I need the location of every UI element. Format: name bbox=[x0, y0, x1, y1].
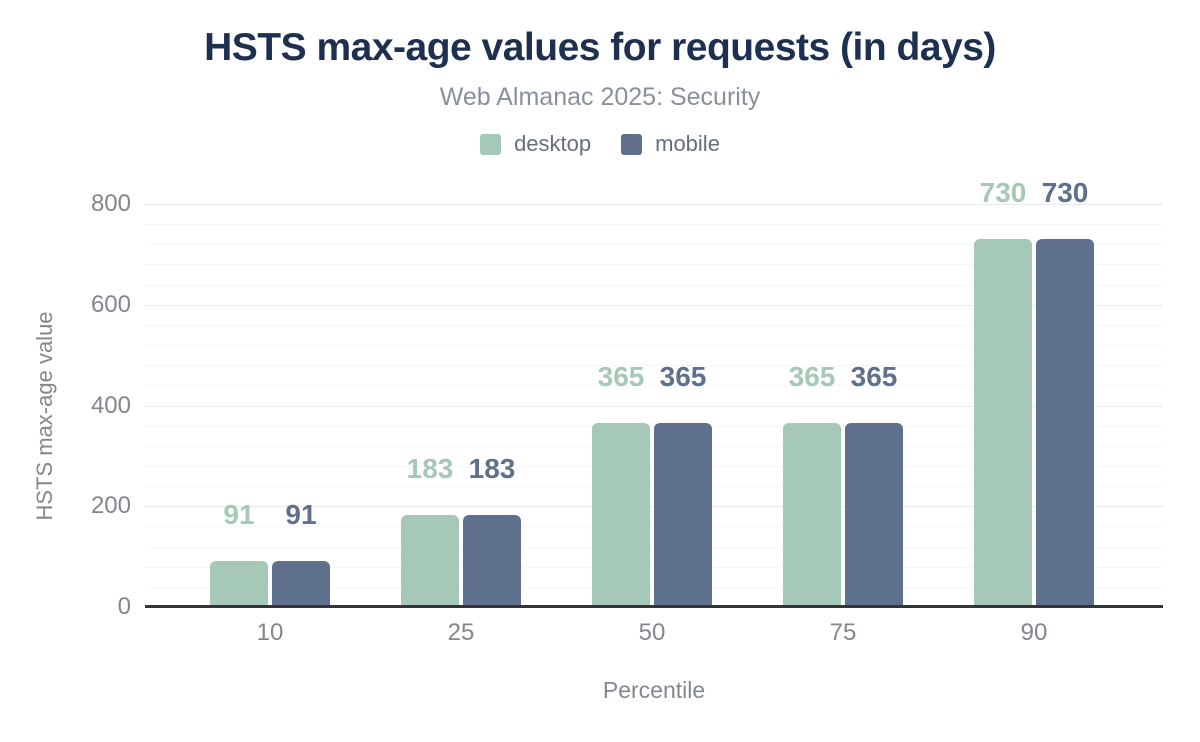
x-tick-50: 50 bbox=[638, 619, 666, 646]
gridline-520 bbox=[145, 345, 1163, 347]
bar-desktop-p25 bbox=[401, 514, 459, 607]
bar-desktop-p90 bbox=[974, 239, 1032, 607]
y-tick-200: 200 bbox=[90, 492, 131, 520]
bar-label-mobile-p90: 730 bbox=[1041, 177, 1089, 209]
bar-desktop-p50 bbox=[592, 423, 650, 607]
gridline-640 bbox=[145, 284, 1163, 286]
y-tick-0: 0 bbox=[117, 593, 131, 620]
bar-desktop-p10 bbox=[210, 561, 268, 607]
legend-label-desktop: desktop bbox=[514, 131, 592, 157]
x-axis-line bbox=[145, 605, 1163, 608]
bar-desktop-p75 bbox=[783, 423, 841, 607]
y-tick-600: 600 bbox=[90, 290, 131, 318]
legend: desktop mobile bbox=[0, 131, 1200, 157]
chart-header: HSTS max-age values for requests (in day… bbox=[0, 0, 1200, 157]
x-tick-75: 75 bbox=[829, 619, 857, 646]
gridline-680 bbox=[145, 264, 1163, 266]
bar-mobile-p90 bbox=[1036, 239, 1094, 607]
gridline-400 bbox=[145, 405, 1163, 407]
x-tick-25: 25 bbox=[447, 619, 475, 646]
bar-label-mobile-p50: 365 bbox=[659, 361, 707, 393]
desktop-swatch-icon bbox=[480, 133, 502, 155]
bar-mobile-p10 bbox=[272, 561, 330, 607]
bar-label-mobile-p10: 91 bbox=[285, 499, 317, 531]
bar-label-desktop-p90: 730 bbox=[979, 177, 1027, 209]
chart-title: HSTS max-age values for requests (in day… bbox=[204, 26, 996, 69]
x-tick-10: 10 bbox=[256, 619, 284, 646]
gridline-480 bbox=[145, 365, 1163, 367]
bar-mobile-p25 bbox=[463, 514, 521, 607]
gridline-800 bbox=[145, 204, 1163, 205]
legend-item-desktop: desktop bbox=[480, 131, 591, 157]
gridline-760 bbox=[145, 224, 1163, 226]
x-tick-90: 90 bbox=[1020, 619, 1048, 646]
bar-label-desktop-p25: 183 bbox=[406, 452, 454, 484]
gridline-560 bbox=[145, 324, 1163, 326]
mobile-swatch-icon bbox=[621, 133, 643, 155]
bar-label-mobile-p75: 365 bbox=[850, 361, 898, 393]
gridline-440 bbox=[145, 385, 1163, 387]
gridline-600 bbox=[145, 304, 1163, 306]
bar-label-mobile-p25: 183 bbox=[468, 452, 516, 484]
gridline-720 bbox=[145, 244, 1163, 246]
bar-mobile-p50 bbox=[654, 423, 712, 607]
x-axis-title: Percentile bbox=[602, 677, 706, 703]
y-tick-800: 800 bbox=[90, 190, 131, 217]
bar-label-desktop-p10: 91 bbox=[223, 499, 255, 531]
legend-item-mobile: mobile bbox=[621, 131, 720, 157]
y-tick-400: 400 bbox=[90, 391, 131, 419]
bar-label-desktop-p50: 365 bbox=[597, 361, 645, 393]
chart-subtitle: Web Almanac 2025: Security bbox=[439, 82, 761, 111]
bar-label-desktop-p75: 365 bbox=[788, 361, 836, 393]
legend-label-mobile: mobile bbox=[655, 131, 720, 157]
bar-mobile-p75 bbox=[845, 423, 903, 607]
